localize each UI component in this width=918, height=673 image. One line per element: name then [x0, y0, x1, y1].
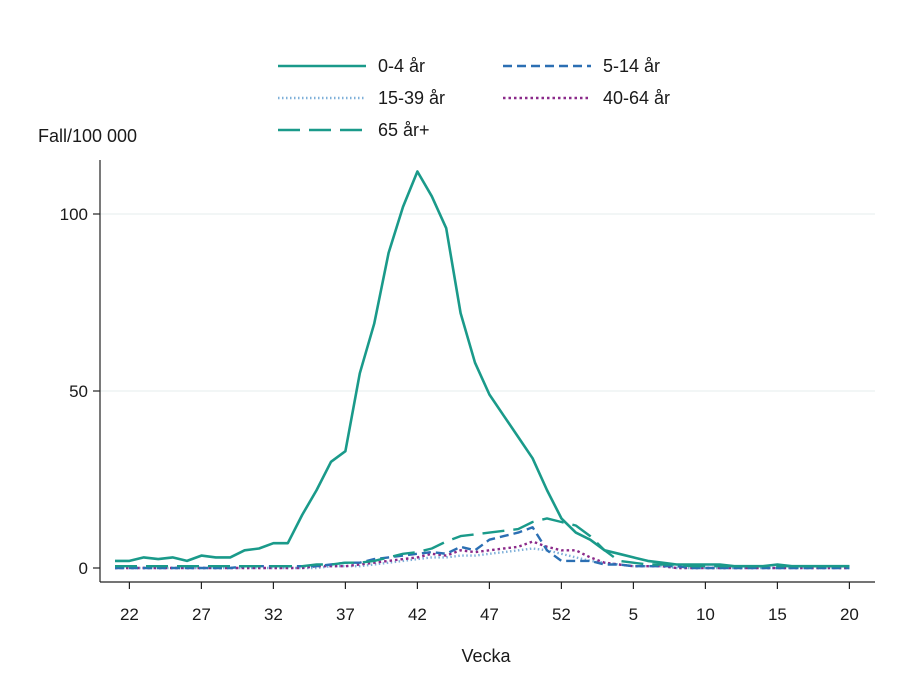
legend: 0-4 år 5-14 år 15-39 år 40-64 år 65 år+ [278, 56, 670, 140]
y-tick-label: 50 [69, 382, 88, 401]
series-line-4 [115, 517, 850, 568]
x-tick-label: 37 [336, 605, 355, 624]
series-line-0 [115, 170, 850, 568]
series-group [115, 170, 850, 570]
x-tick-label: 47 [480, 605, 499, 624]
x-tick-label: 15 [768, 605, 787, 624]
series-line-3 [115, 540, 850, 570]
x-tick-label: 52 [552, 605, 571, 624]
legend-label: 0-4 år [378, 56, 425, 76]
series-line-1 [115, 526, 850, 570]
x-tick-label: 20 [840, 605, 859, 624]
legend-label: 40-64 år [603, 88, 670, 108]
x-tick-label: 27 [192, 605, 211, 624]
axes: 0 50 100 22 27 32 37 42 47 52 5 10 15 20 [60, 160, 875, 624]
y-axis-title: Fall/100 000 [38, 126, 137, 146]
x-axis-title: Vecka [461, 646, 511, 666]
y-tick-label: 0 [79, 559, 88, 578]
legend-label: 65 år+ [378, 120, 430, 140]
grid [100, 213, 875, 392]
x-tick-label: 22 [120, 605, 139, 624]
x-tick-label: 32 [264, 605, 283, 624]
legend-label: 15-39 år [378, 88, 445, 108]
legend-label: 5-14 år [603, 56, 660, 76]
y-tick-label: 100 [60, 205, 88, 224]
x-tick-label: 42 [408, 605, 427, 624]
x-tick-label: 10 [696, 605, 715, 624]
x-tick-label: 5 [629, 605, 638, 624]
series-line-2 [115, 547, 850, 570]
